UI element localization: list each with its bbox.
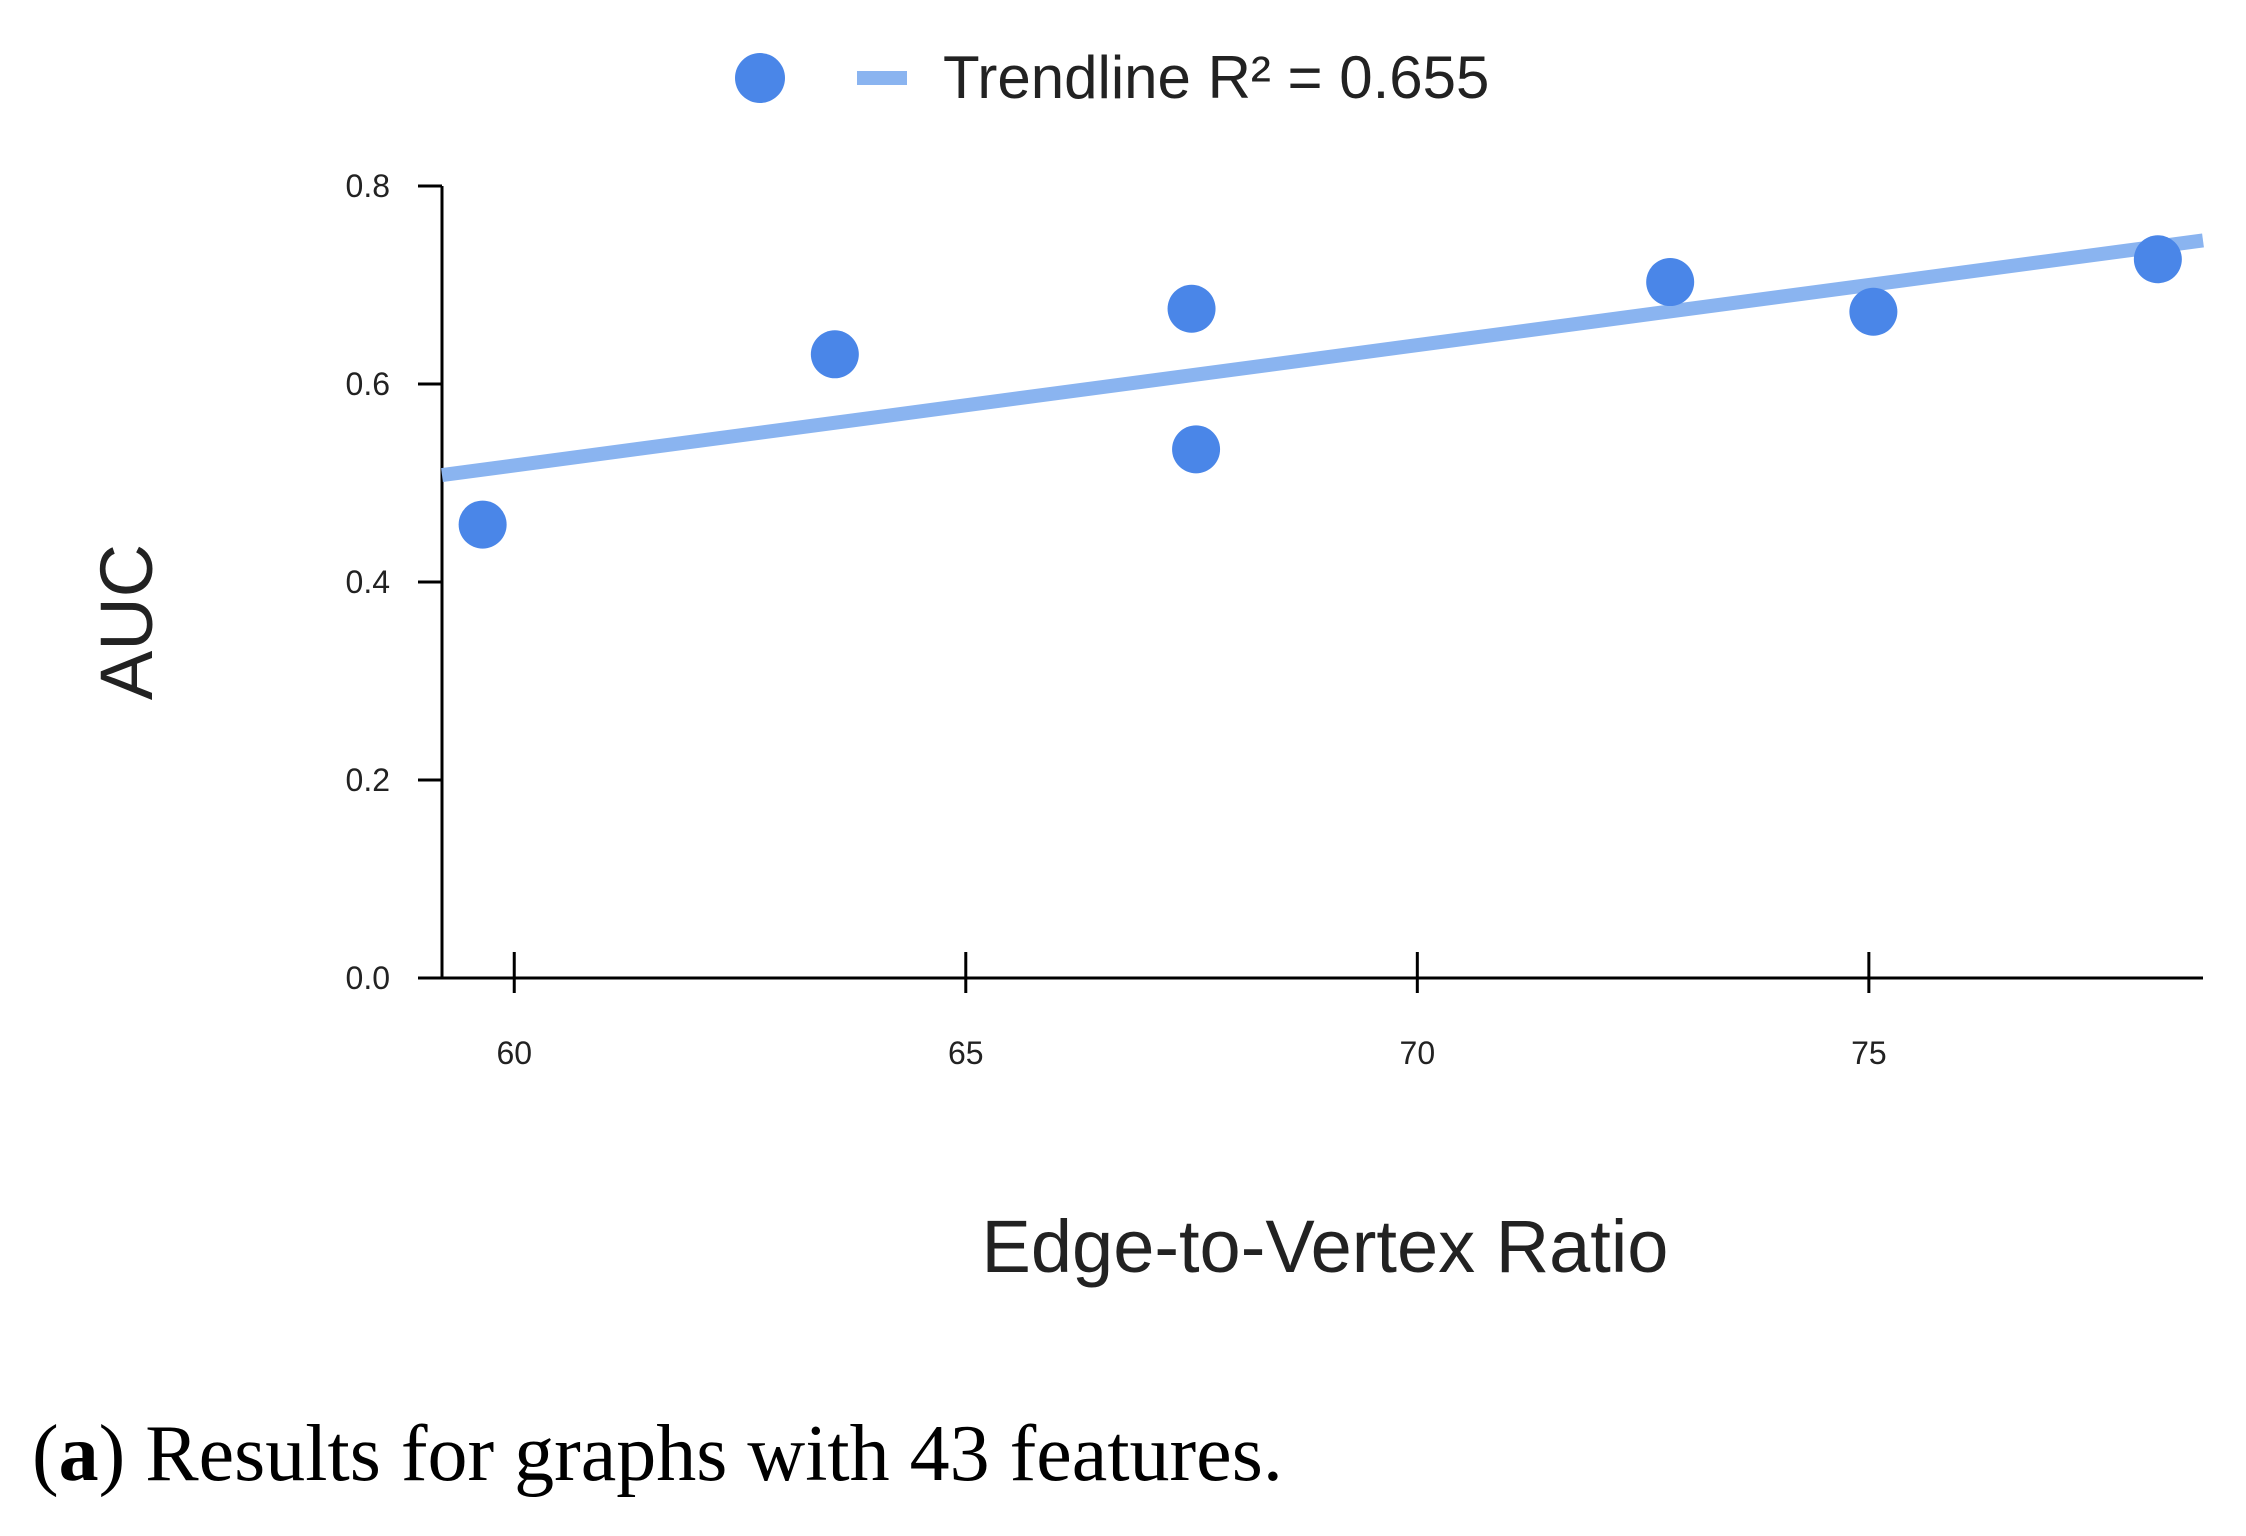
point [810, 330, 859, 379]
caption-text: Results for graphs with 43 features. [145, 1410, 1283, 1498]
x-tick-label: 60 [496, 1035, 532, 1071]
point [458, 500, 507, 549]
x-axis-title: Edge-to-Vertex Ratio [982, 1205, 1669, 1288]
legend-label: Trendline R² = 0.655 [943, 44, 1489, 111]
point [1646, 258, 1695, 307]
y-tick-label: 0.8 [346, 168, 390, 204]
trendline [441, 233, 2204, 483]
y-tick-label: 0.2 [346, 762, 390, 798]
x-tick-label: 75 [1851, 1035, 1887, 1071]
y-tick-label: 0.4 [346, 564, 390, 600]
x-tick-label: 70 [1400, 1035, 1436, 1071]
x-tick-label: 65 [948, 1035, 984, 1071]
point [2133, 235, 2182, 284]
caption-close: ) [99, 1410, 126, 1498]
legend-swatch [735, 53, 785, 103]
point [1172, 425, 1221, 474]
y-tick-label: 0.6 [346, 366, 390, 402]
caption: (a) Results for graphs with 43 features. [32, 1410, 1283, 1498]
point [1167, 284, 1216, 333]
y-tick-label: 0.0 [346, 960, 390, 996]
caption-open: ( [32, 1410, 59, 1498]
caption-label: a [59, 1410, 99, 1498]
y-axis-title: AUC [85, 544, 168, 700]
point [1849, 287, 1898, 336]
